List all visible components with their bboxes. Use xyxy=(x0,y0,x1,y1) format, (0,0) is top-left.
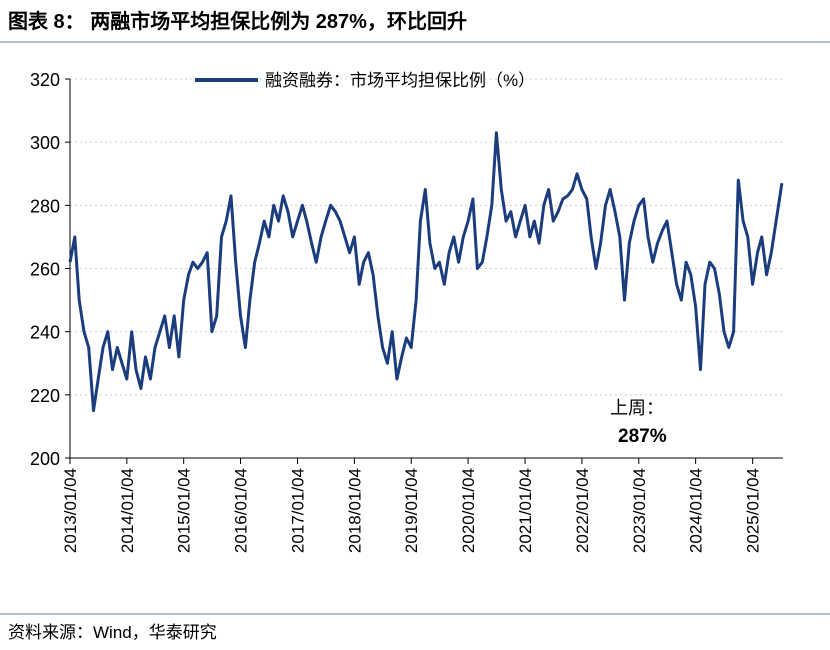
x-tick-label: 2021/01/04 xyxy=(516,468,535,553)
y-tick-label: 220 xyxy=(30,386,60,406)
x-tick-label: 2017/01/04 xyxy=(289,468,308,553)
x-tick-label: 2013/01/04 xyxy=(61,468,80,553)
legend-label: 融资融券：市场平均担保比例（%） xyxy=(265,71,535,90)
series-line xyxy=(68,131,784,413)
y-tick-label: 240 xyxy=(30,323,60,343)
y-tick-label: 260 xyxy=(30,260,60,280)
source: 资料来源：Wind，华泰研究 xyxy=(8,623,217,642)
annotation: 上周： xyxy=(610,398,664,418)
x-tick-label: 2023/01/04 xyxy=(630,468,649,553)
x-tick-label: 2022/01/04 xyxy=(573,468,592,553)
x-tick-label: 2018/01/04 xyxy=(345,468,364,553)
x-tick-label: 2025/01/04 xyxy=(744,468,763,553)
annotation: 287% xyxy=(618,426,667,447)
chart-title: 图表 8： 两融市场平均担保比例为 287%，环比回升 xyxy=(8,9,467,33)
x-tick-label: 2015/01/04 xyxy=(175,468,194,553)
y-tick-label: 200 xyxy=(30,449,60,469)
x-tick-label: 2016/01/04 xyxy=(232,468,251,553)
x-tick-label: 2024/01/04 xyxy=(687,468,706,553)
x-tick-label: 2019/01/04 xyxy=(402,468,421,553)
y-tick-label: 300 xyxy=(30,133,60,153)
x-tick-label: 2014/01/04 xyxy=(118,468,137,553)
y-tick-label: 320 xyxy=(30,70,60,90)
x-tick-label: 2020/01/04 xyxy=(459,468,478,553)
y-tick-label: 280 xyxy=(30,196,60,216)
